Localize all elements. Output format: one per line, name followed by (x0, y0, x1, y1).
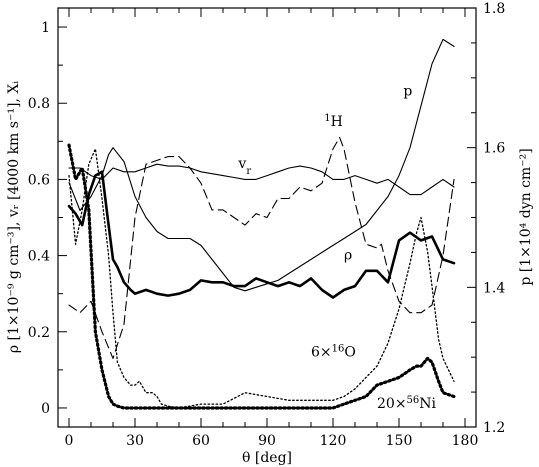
x-tick-label: 180 (452, 433, 479, 449)
y-right-tick-label: 1.6 (483, 141, 505, 157)
ticks-layer: 0 30 60 90 120 150 180 0 0.2 0.4 0.6 0.8 1 1.2 1.4 1.6 1… (28, 1, 506, 449)
y-left-tick-label: 1 (41, 20, 50, 36)
series-line-p (68, 38, 455, 292)
series-label-O16: 6×16O (311, 343, 356, 361)
y-left-tick-label: 0.2 (28, 325, 50, 341)
y-axis-left-label: ρ [1×10⁻⁹ g cm⁻³], vᵣ [4000 km s⁻¹], Xᵢ (6, 81, 22, 353)
y-left-tick-label: 0.4 (28, 249, 50, 265)
x-tick-label: 0 (65, 433, 74, 449)
x-tick-label: 30 (126, 433, 144, 449)
y-left-tick-label: 0.6 (28, 172, 50, 188)
y-right-tick-label: 1.8 (483, 1, 505, 17)
series-line-O16 (68, 148, 455, 409)
x-tick-label: 60 (192, 433, 210, 449)
x-tick-label: 120 (320, 433, 347, 449)
series-label-p: p (403, 84, 412, 100)
x-axis-label: θ [deg] (242, 450, 292, 466)
series-label-Ni56: 20×56Ni (377, 394, 437, 412)
y-right-tick-label: 1.2 (483, 420, 505, 436)
series-line-1H (68, 136, 455, 359)
y-left-tick-label: 0.8 (28, 96, 50, 112)
y-right-tick-label: 1.4 (483, 280, 505, 296)
series-label-vr: vr (237, 156, 251, 177)
series-line-rho (67, 170, 456, 299)
series-label-rho: ρ (344, 247, 352, 263)
y-left-tick-label: 0 (41, 401, 50, 417)
y-axis-right-label: p [1×10⁴ dyn cm⁻²] (518, 148, 534, 285)
series-label-1H: 1H (324, 113, 343, 131)
series-layer (67, 38, 456, 410)
series-line-vr (68, 163, 455, 196)
annotation-layer: p 1H vr ρ 6×16O 20×56Ni (237, 84, 436, 412)
x-tick-label: 90 (258, 433, 276, 449)
series-line-Ni56 (67, 143, 456, 410)
x-tick-label: 150 (386, 433, 413, 449)
